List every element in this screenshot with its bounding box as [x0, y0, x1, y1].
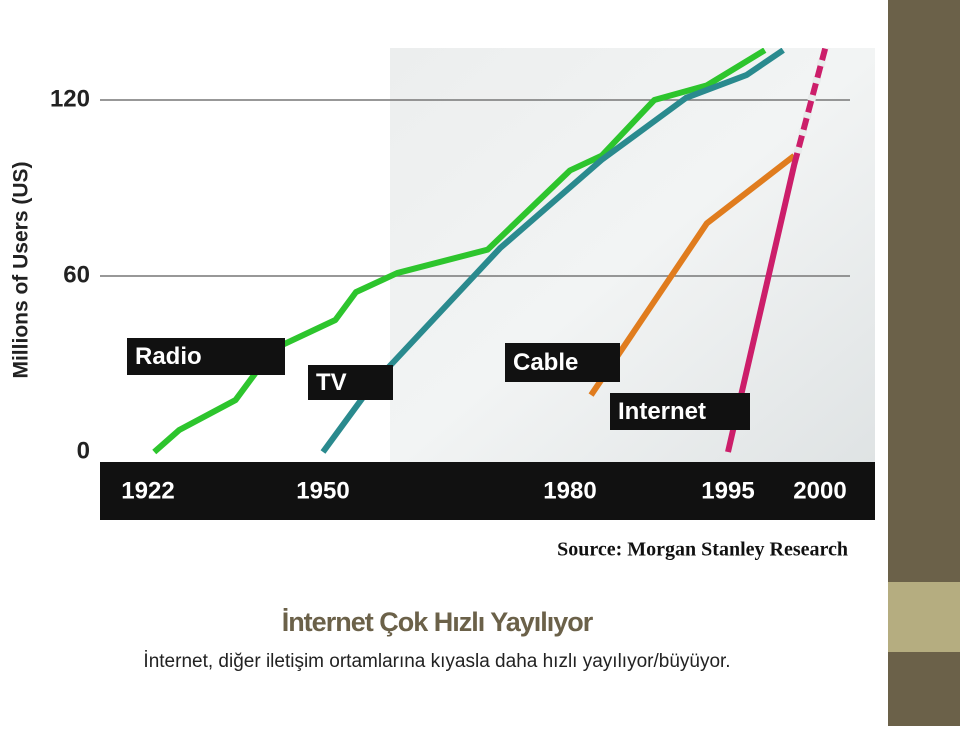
series-label: Cable	[513, 349, 578, 376]
series-label: Radio	[135, 343, 202, 370]
y-axis-label: Millions of Users (US)	[10, 161, 33, 378]
x-tick-label: 1980	[543, 477, 596, 504]
series-line	[152, 48, 767, 455]
y-tick-label: 60	[63, 261, 90, 288]
y-tick-label: 120	[50, 85, 90, 112]
x-tick-label: 1995	[701, 477, 754, 504]
series-label: Internet	[618, 398, 706, 425]
slide-title: İnternet Çok Hızlı Yayılıyor	[282, 607, 594, 637]
x-axis-band	[100, 462, 875, 520]
series-line	[725, 48, 829, 453]
x-tick-label: 2000	[793, 477, 846, 504]
series-label-box	[505, 343, 620, 382]
x-tick-label: 1922	[121, 477, 174, 504]
source: Source: Morgan Stanley Research	[557, 539, 848, 561]
slide-text: İnternet, diğer iletişim ortamlarına kıy…	[143, 651, 730, 672]
series-label-box	[127, 338, 285, 375]
series-line	[588, 153, 797, 397]
y-tick-label: 0	[77, 437, 90, 464]
series-label-box	[308, 365, 393, 400]
series-label: TV	[316, 369, 347, 396]
plot	[100, 48, 850, 455]
sidebar-accent	[888, 582, 960, 652]
series-label-box	[610, 393, 750, 430]
x-tick-label: 1950	[296, 477, 349, 504]
